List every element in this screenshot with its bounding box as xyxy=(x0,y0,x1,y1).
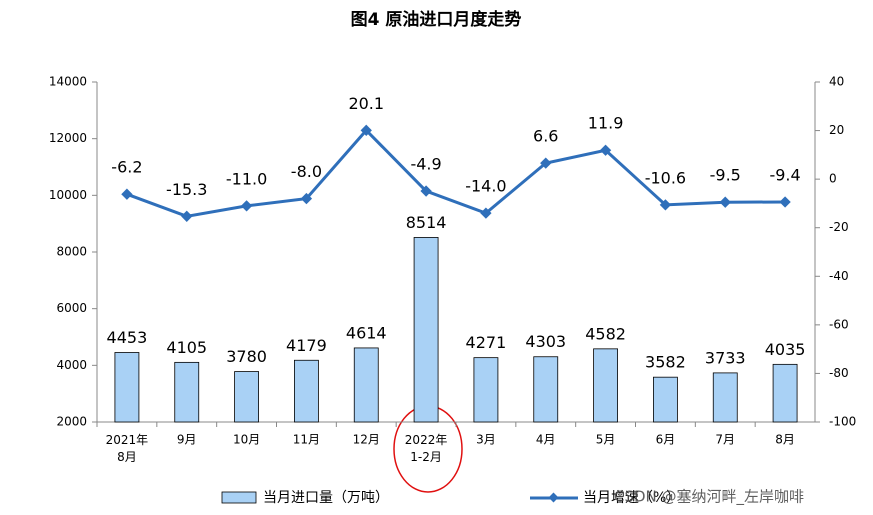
data-label: -6.2 xyxy=(111,158,142,177)
legend-swatch xyxy=(548,492,559,503)
bar xyxy=(712,372,738,423)
chart-title: 图4 原油进口月度走势 xyxy=(351,9,522,30)
data-label: -11.0 xyxy=(226,169,267,188)
bar xyxy=(114,352,140,423)
data-label: -9.5 xyxy=(710,166,741,185)
data-label: 4453 xyxy=(107,328,148,347)
x-tick-label: 8月 xyxy=(775,433,795,447)
legend-label: 当月增速（%） xyxy=(583,490,680,506)
data-label: 4035 xyxy=(765,340,806,359)
data-label: 6.6 xyxy=(533,127,558,146)
line-marker xyxy=(599,144,612,156)
x-tick-label: 10月 xyxy=(233,433,260,447)
data-label: 20.1 xyxy=(348,94,384,113)
y-tick-label: 8000 xyxy=(56,245,87,259)
bar xyxy=(473,357,499,423)
data-label: 4271 xyxy=(466,333,507,352)
data-label: 4303 xyxy=(525,332,566,351)
bar xyxy=(772,363,798,423)
data-label: 4614 xyxy=(346,323,387,342)
y2-tick-label: -80 xyxy=(829,366,849,380)
data-label: -15.3 xyxy=(166,180,207,199)
x-tick-label: 7月 xyxy=(715,433,735,447)
y-tick-label: 14000 xyxy=(49,75,87,89)
line-marker xyxy=(719,196,731,208)
y-tick-label: 12000 xyxy=(49,131,87,145)
data-label: 4582 xyxy=(585,324,626,343)
data-label: 8514 xyxy=(406,213,447,232)
line-marker xyxy=(480,207,492,219)
data-label: 3582 xyxy=(645,353,686,372)
x-tick-label: 12月 xyxy=(353,433,380,447)
line-marker xyxy=(181,210,193,222)
y-tick-label: 4000 xyxy=(56,358,87,372)
y2-tick-label: 0 xyxy=(829,172,837,186)
y-tick-label: 10000 xyxy=(49,188,87,202)
x-tick-label: 9月 xyxy=(177,433,197,447)
bar xyxy=(234,371,259,423)
data-label: 4105 xyxy=(166,338,207,357)
bar xyxy=(413,237,439,423)
data-label: 3780 xyxy=(226,347,267,366)
legend-label: 当月进口量（万吨） xyxy=(263,490,389,506)
line-marker xyxy=(659,199,672,211)
x-tick-label: 11月 xyxy=(293,433,320,447)
x-tick-label: 6月 xyxy=(656,433,676,447)
watermark: CSDN @塞纳河畔_左岸咖啡 xyxy=(614,488,804,507)
y2-tick-label: 40 xyxy=(829,75,844,89)
line-marker xyxy=(240,200,253,212)
bar xyxy=(353,347,379,423)
data-label: -10.6 xyxy=(645,168,686,187)
x-tick-label: 2021年 8月 xyxy=(106,433,149,464)
data-label: -14.0 xyxy=(465,177,506,196)
y2-tick-label: -60 xyxy=(829,317,849,331)
data-label: -9.4 xyxy=(769,165,800,184)
y2-tick-label: -20 xyxy=(829,220,849,234)
data-label: -8.0 xyxy=(291,162,322,181)
data-label: -4.9 xyxy=(410,155,441,174)
bar xyxy=(174,361,200,423)
bar xyxy=(593,348,618,423)
line-marker xyxy=(121,188,133,200)
data-label: 3733 xyxy=(705,348,746,367)
line-marker xyxy=(300,192,313,205)
line-marker xyxy=(420,185,432,197)
y2-tick-label: -100 xyxy=(829,415,856,429)
legend-swatch xyxy=(221,491,257,504)
bar xyxy=(653,376,678,423)
y2-tick-label: 20 xyxy=(829,123,844,137)
x-tick-label: 3月 xyxy=(476,433,496,447)
line-marker xyxy=(779,196,791,208)
data-label: 4179 xyxy=(286,336,327,355)
data-label: 11.9 xyxy=(588,114,624,133)
bar xyxy=(294,359,319,423)
y-tick-label: 2000 xyxy=(56,415,87,429)
line-marker xyxy=(540,157,552,169)
line xyxy=(126,128,786,218)
y-tick-label: 6000 xyxy=(56,301,87,315)
x-tick-label: 5月 xyxy=(596,433,616,447)
x-tick-label: 2022年 1-2月 xyxy=(405,433,448,464)
x-tick-label: 4月 xyxy=(536,433,556,447)
y2-tick-label: -40 xyxy=(829,269,849,283)
bar xyxy=(533,356,559,423)
